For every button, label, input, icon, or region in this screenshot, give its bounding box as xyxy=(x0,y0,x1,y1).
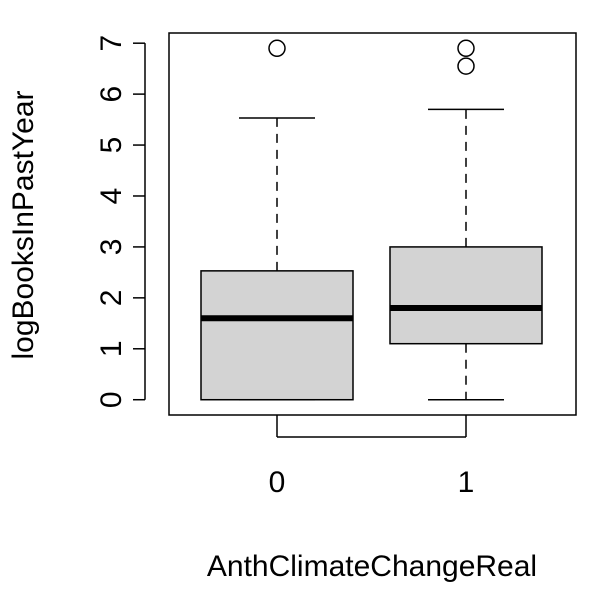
plot-frame xyxy=(168,32,577,416)
outlier-point xyxy=(268,39,286,58)
outlier-point xyxy=(457,57,475,75)
box-group-0 xyxy=(200,39,354,401)
x-axis-title: AnthClimateChangeReal xyxy=(207,550,537,583)
y-tick-label: 1 xyxy=(95,340,128,357)
iqr-box xyxy=(200,270,354,401)
outlier-point xyxy=(457,39,475,58)
y-tick-label: 0 xyxy=(95,391,128,408)
box-group-1 xyxy=(389,39,543,401)
y-tick-label: 2 xyxy=(95,290,128,307)
y-tick-label: 4 xyxy=(95,188,128,205)
y-tick-label: 6 xyxy=(95,86,128,103)
x-tick-label: 0 xyxy=(269,466,286,499)
boxes xyxy=(200,39,543,401)
y-axis: 0 1 2 3 4 5 6 7 xyxy=(95,35,146,408)
y-tick-label: 7 xyxy=(95,35,128,52)
y-tick-label: 3 xyxy=(95,239,128,256)
iqr-box xyxy=(389,246,543,345)
x-tick-label: 1 xyxy=(458,466,475,499)
y-axis-title: logBooksInPastYear xyxy=(7,90,40,359)
y-tick-label: 5 xyxy=(95,137,128,154)
